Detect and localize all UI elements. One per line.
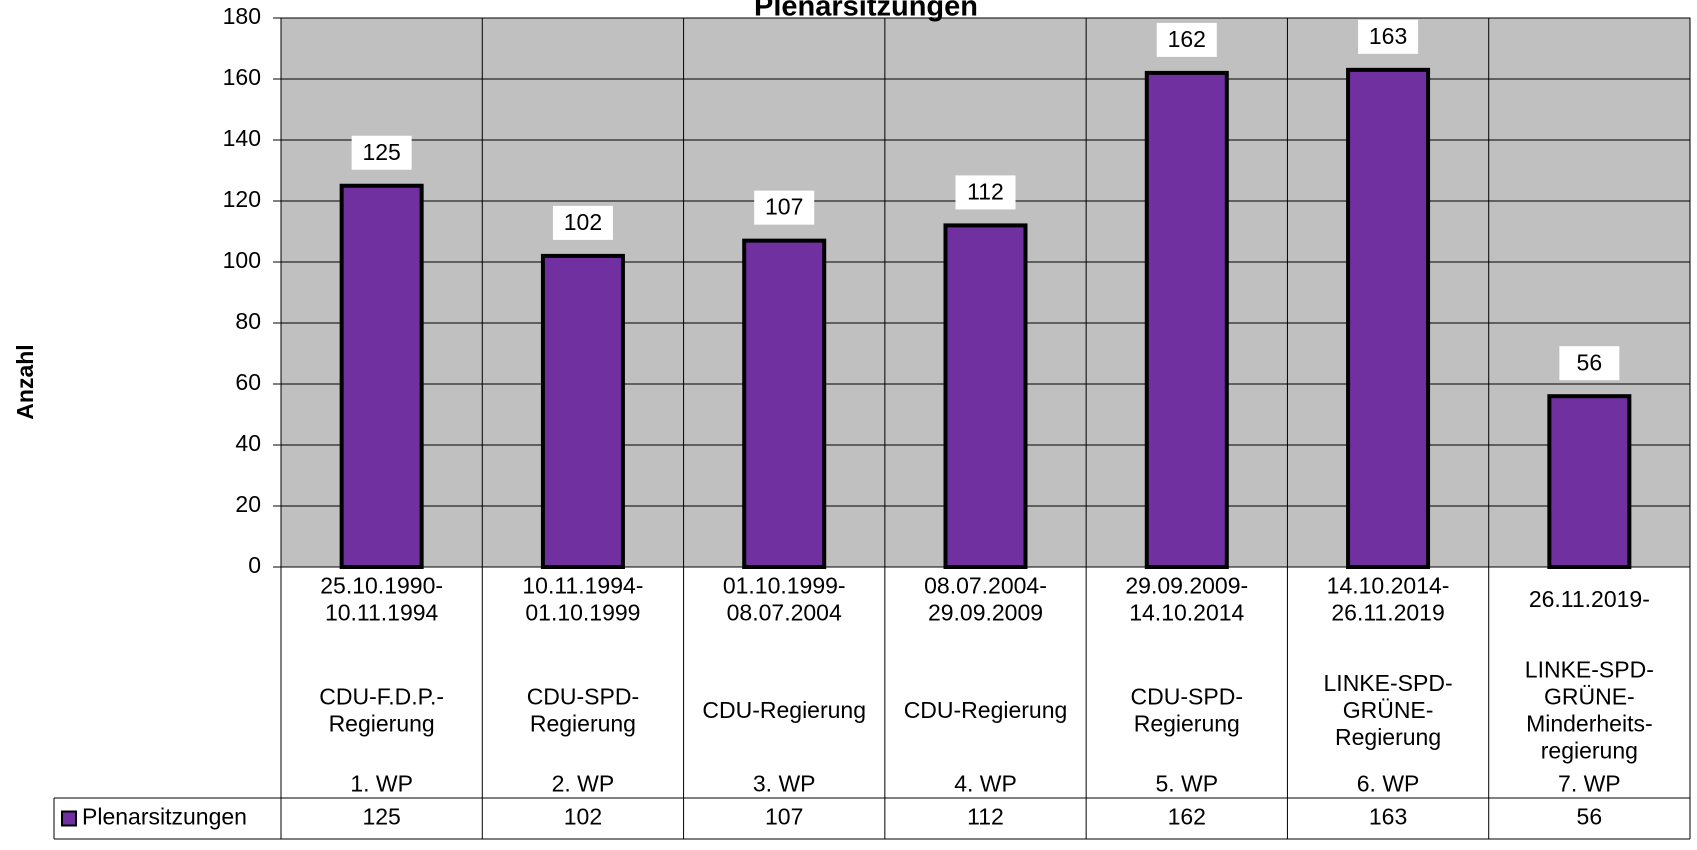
x-government-label: Regierung bbox=[530, 711, 636, 737]
x-government-label: regierung bbox=[1541, 738, 1638, 764]
data-label-box bbox=[552, 205, 613, 240]
data-label-box bbox=[955, 175, 1016, 210]
y-tick-label: 180 bbox=[223, 3, 261, 29]
bar bbox=[540, 253, 625, 569]
legend-label: Plenarsitzungen bbox=[82, 804, 247, 830]
table-value: 125 bbox=[362, 804, 400, 830]
table-value: 163 bbox=[1369, 804, 1407, 830]
x-government-label: CDU-SPD- bbox=[527, 684, 639, 710]
x-government-label: GRÜNE- bbox=[1343, 697, 1434, 723]
x-government-label: CDU-SPD- bbox=[1131, 684, 1243, 710]
table-value: 107 bbox=[765, 804, 803, 830]
data-label: 107 bbox=[765, 194, 803, 220]
x-date-label: 10.11.1994- bbox=[522, 573, 643, 599]
legend-key bbox=[61, 810, 77, 827]
data-label-box bbox=[754, 190, 815, 225]
data-label-box bbox=[351, 135, 412, 170]
y-tick-label: 0 bbox=[248, 552, 261, 578]
bar bbox=[742, 238, 827, 569]
x-period-label: 1. WP bbox=[350, 771, 413, 797]
x-date-label: 14.10.2014- bbox=[1327, 573, 1450, 599]
x-period-label: 2. WP bbox=[552, 771, 615, 797]
x-date-label: 26.11.2019 bbox=[1331, 600, 1444, 626]
x-government-label: Regierung bbox=[329, 711, 435, 737]
x-period-label: 7. WP bbox=[1558, 771, 1621, 797]
y-tick-label: 60 bbox=[235, 369, 261, 395]
x-date-label: 01.10.1999- bbox=[723, 573, 846, 599]
x-government-label: GRÜNE- bbox=[1544, 684, 1635, 710]
x-period-label: 6. WP bbox=[1357, 771, 1420, 797]
x-government-label: CDU-F.D.P.- bbox=[319, 684, 444, 710]
x-government-label: LINKE-SPD- bbox=[1525, 657, 1654, 683]
table-value: 112 bbox=[967, 804, 1004, 830]
x-government-label: CDU-Regierung bbox=[702, 697, 866, 723]
table-value: 162 bbox=[1168, 804, 1206, 830]
y-tick-label: 20 bbox=[235, 491, 261, 517]
x-government-label: Regierung bbox=[1335, 724, 1441, 750]
x-date-label: 08.07.2004 bbox=[727, 600, 842, 626]
chart-title: Plenarsitzungen bbox=[754, 0, 978, 23]
bar bbox=[339, 183, 424, 569]
table-value: 102 bbox=[564, 804, 602, 830]
x-date-label: 10.11.1994 bbox=[325, 600, 439, 626]
data-label: 56 bbox=[1577, 349, 1603, 375]
y-tick-label: 40 bbox=[235, 430, 261, 456]
data-label-box bbox=[1156, 22, 1217, 57]
x-period-label: 3. WP bbox=[753, 771, 816, 797]
y-axis-label: Anzahl bbox=[12, 344, 38, 419]
data-label: 163 bbox=[1369, 23, 1407, 49]
data-label: 102 bbox=[564, 209, 602, 235]
data-label: 125 bbox=[362, 139, 400, 165]
data-label-box bbox=[1358, 19, 1419, 54]
x-date-label: 01.10.1999 bbox=[525, 600, 640, 626]
x-period-label: 5. WP bbox=[1155, 771, 1218, 797]
data-label: 162 bbox=[1168, 26, 1206, 52]
y-tick-label: 160 bbox=[223, 64, 261, 90]
bar bbox=[943, 223, 1028, 569]
x-date-label: 29.09.2009- bbox=[1125, 573, 1248, 599]
y-tick-label: 140 bbox=[223, 125, 261, 151]
x-government-label: Regierung bbox=[1134, 711, 1240, 737]
data-label: 112 bbox=[967, 178, 1004, 204]
bar bbox=[1346, 67, 1431, 569]
bar bbox=[1547, 394, 1632, 570]
x-government-label: Minderheits- bbox=[1526, 711, 1653, 737]
x-period-label: 4. WP bbox=[954, 771, 1017, 797]
y-tick-label: 100 bbox=[223, 247, 261, 273]
data-label-box bbox=[1559, 346, 1620, 381]
x-date-label: 26.11.2019- bbox=[1529, 586, 1650, 612]
bar bbox=[1144, 70, 1229, 570]
x-government-label: CDU-Regierung bbox=[904, 697, 1068, 723]
x-date-label: 25.10.1990- bbox=[320, 573, 443, 599]
y-tick-label: 80 bbox=[235, 308, 261, 334]
x-date-label: 29.09.2009 bbox=[928, 600, 1043, 626]
x-date-label: 08.07.2004- bbox=[924, 573, 1047, 599]
x-government-label: LINKE-SPD- bbox=[1324, 670, 1453, 696]
table-value: 56 bbox=[1577, 804, 1603, 830]
y-tick-label: 120 bbox=[223, 186, 261, 212]
x-date-label: 14.10.2014 bbox=[1129, 600, 1244, 626]
